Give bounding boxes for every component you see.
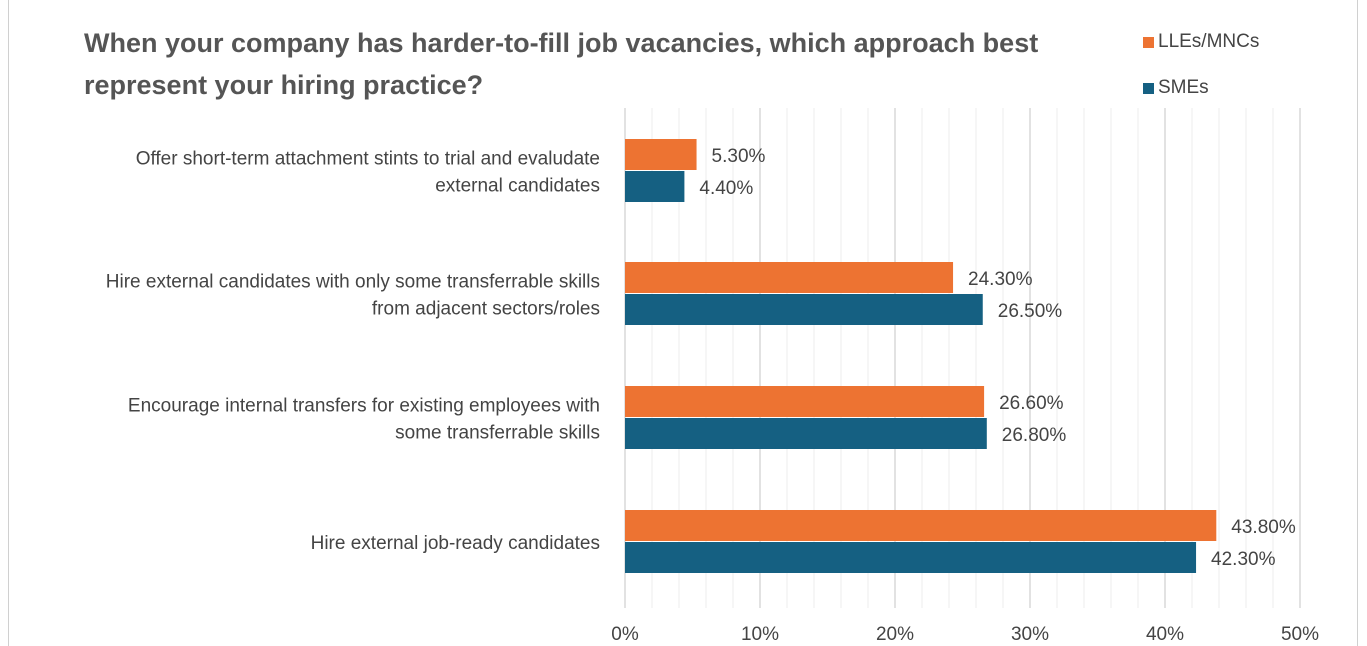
legend-swatch-llEs-mncs — [1143, 36, 1154, 48]
x-tick-label: 40% — [1146, 624, 1184, 645]
category-label: Hire external candidates with only some … — [106, 272, 600, 293]
bar-lles-mncs — [625, 262, 954, 293]
bar-lles-mncs — [625, 139, 697, 170]
bar-smes — [625, 171, 685, 202]
category-label: from adjacent sectors/roles — [372, 299, 600, 320]
data-label: 42.30% — [1211, 549, 1276, 570]
bar-lles-mncs — [625, 386, 985, 417]
legend-label-smes: SMEs — [1158, 77, 1209, 98]
chart-legend: LLEs/MNCs SMEs — [1143, 30, 1259, 122]
bar-smes — [625, 542, 1197, 573]
x-tick-label: 10% — [741, 624, 779, 645]
x-tick-label: 0% — [611, 624, 639, 645]
category-label: some transferrable skills — [395, 423, 600, 444]
category-label: Hire external job-ready candidates — [311, 533, 600, 554]
bar-lles-mncs — [625, 510, 1217, 541]
legend-swatch-smes — [1143, 82, 1154, 94]
category-label: external candidates — [435, 176, 600, 197]
bar-smes — [625, 294, 983, 325]
data-label: 26.80% — [1002, 425, 1067, 446]
legend-item-smes: SMEs — [1143, 76, 1259, 100]
chart-title: When your company has harder-to-fill job… — [84, 28, 1039, 100]
chart-frame — [8, 0, 1358, 646]
category-label: Encourage internal transfers for existin… — [128, 396, 600, 417]
category-label: Offer short-term attachment stints to tr… — [136, 149, 600, 170]
data-label: 43.80% — [1231, 517, 1296, 538]
x-tick-label: 30% — [1011, 624, 1049, 645]
bar-smes — [625, 418, 987, 449]
x-tick-label: 50% — [1281, 624, 1319, 645]
data-label: 26.50% — [998, 301, 1063, 322]
legend-label-llEs-mncs: LLEs/MNCs — [1158, 31, 1260, 52]
legend-item-llEs-mncs: LLEs/MNCs — [1143, 30, 1259, 54]
data-label: 4.40% — [699, 178, 753, 199]
x-tick-label: 20% — [876, 624, 914, 645]
data-label: 24.30% — [968, 269, 1033, 290]
data-label: 5.30% — [712, 146, 766, 167]
data-label: 26.60% — [999, 393, 1064, 414]
